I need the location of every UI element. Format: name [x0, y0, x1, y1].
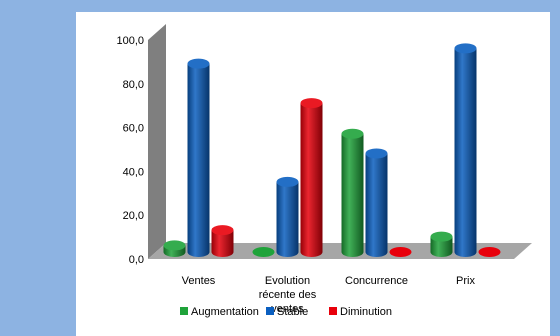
bar: [365, 148, 388, 257]
bar-top: [365, 148, 388, 159]
side-wall: [148, 24, 166, 259]
legend-swatch: [329, 307, 337, 315]
bar-base: [252, 247, 275, 257]
bar-body: [187, 63, 210, 257]
legend-label: Diminution: [340, 306, 392, 318]
bar-body: [211, 230, 234, 257]
bar-top: [187, 58, 210, 69]
bar-top: [211, 225, 234, 236]
bar-body: [276, 181, 299, 257]
bar: [252, 247, 275, 257]
bar: [341, 128, 364, 257]
legend-label: Stable: [277, 306, 308, 318]
bar-top: [454, 43, 477, 54]
bar: [430, 231, 453, 257]
bar: [211, 225, 234, 257]
chart-frame: 0,0 20,0 40,0 60,0 80,0 100,0 Ventes Evolution r…: [76, 12, 550, 336]
category-label: Concurrence: [345, 275, 408, 287]
bar: [478, 247, 501, 257]
bar: [276, 176, 299, 257]
y-tick-label: 40,0: [123, 166, 144, 178]
bar-body: [300, 103, 323, 257]
bar-body: [365, 153, 388, 257]
bar-top: [163, 240, 186, 251]
category-label: Prix: [456, 275, 475, 287]
legend-label: Augmentation: [191, 306, 259, 318]
y-tick-label: 0,0: [129, 254, 144, 266]
y-tick-label: 80,0: [123, 79, 144, 91]
bar-base: [478, 247, 501, 257]
y-tick-label: 20,0: [123, 210, 144, 222]
bar-chart: 0,0 20,0 40,0 60,0 80,0 100,0 Ventes Evolution r…: [116, 24, 532, 318]
legend-swatch: [266, 307, 274, 315]
y-tick-label: 100,0: [116, 35, 144, 47]
bar-body: [430, 236, 453, 257]
bar: [389, 247, 412, 257]
category-label: Evolution récente des ventes: [259, 275, 317, 315]
bar-top: [341, 128, 364, 139]
bar: [300, 98, 323, 257]
bar-top: [300, 98, 323, 109]
category-label: Ventes: [182, 275, 216, 287]
bar-body: [341, 133, 364, 257]
bar-top: [430, 231, 453, 242]
bar: [187, 58, 210, 257]
legend-swatch: [180, 307, 188, 315]
legend: Augmentation Stable Diminution: [180, 306, 392, 318]
y-tick-label: 60,0: [123, 123, 144, 135]
bar: [454, 43, 477, 257]
bar-body: [454, 48, 477, 257]
bar-base: [389, 247, 412, 257]
bar-top: [276, 176, 299, 187]
bar: [163, 240, 186, 257]
